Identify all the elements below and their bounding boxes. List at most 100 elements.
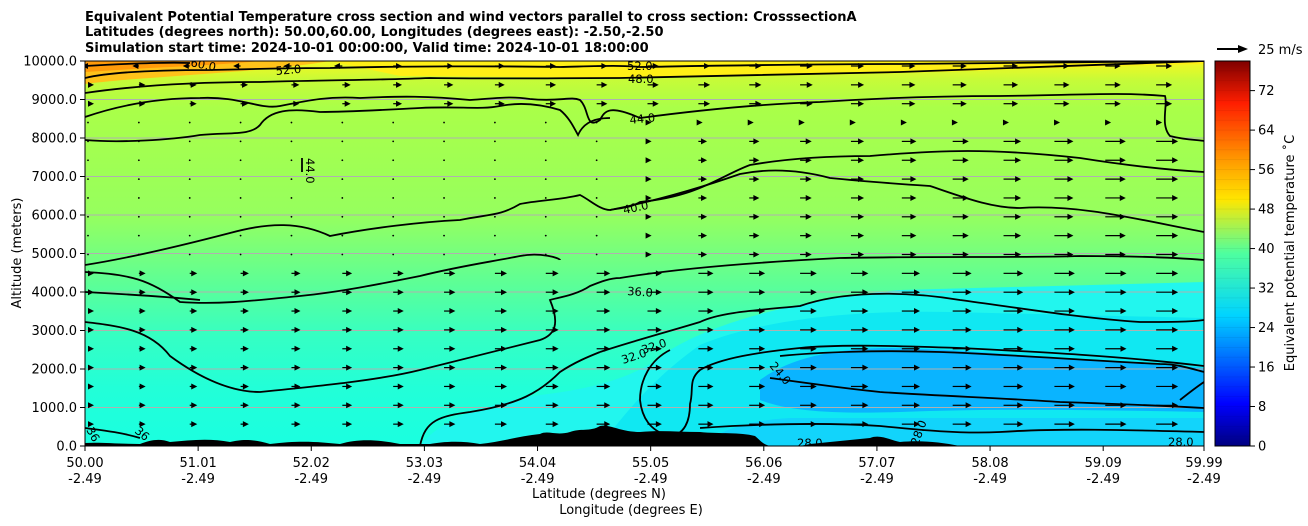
wind-vector-head — [1017, 326, 1024, 333]
wind-vector-dot — [188, 215, 191, 218]
wind-vector-head — [701, 157, 708, 164]
wind-vector-head — [753, 213, 760, 220]
wind-vector-head — [747, 119, 754, 126]
wind-vector-head — [962, 176, 969, 183]
wind-vector-head — [707, 421, 714, 428]
wind-vector-head — [1120, 308, 1127, 315]
wind-vector-head — [862, 345, 869, 352]
wind-vector-head — [858, 100, 865, 107]
wind-vector-head — [552, 270, 559, 277]
title-line-2: Latitudes (degrees north): 50.00,60.00, … — [85, 25, 664, 40]
wind-vector-head — [910, 194, 917, 201]
wind-vector-head — [294, 402, 301, 409]
terrain-2 — [800, 436, 960, 446]
wind-vector-head — [396, 81, 403, 88]
colorbar-tick-label: 64 — [1258, 124, 1275, 139]
wind-vector-head — [1015, 213, 1022, 220]
wind-vector-dot — [290, 234, 293, 237]
wind-vector-head — [810, 308, 817, 315]
wind-vector-head — [707, 270, 714, 277]
wind-vector-head — [1012, 100, 1019, 107]
wind-vector-head — [1068, 289, 1075, 296]
wind-vector-head — [1172, 326, 1179, 333]
x-tick-label-lat: 55.05 — [632, 456, 669, 471]
wind-vector-head — [1067, 213, 1074, 220]
wind-vector-head — [655, 383, 662, 390]
wind-vector-head — [191, 364, 198, 371]
x-tick-label-lon: -2.49 — [860, 472, 894, 487]
wind-vector-head — [1105, 119, 1112, 126]
contour-label-28-a: 28.0 — [797, 436, 823, 450]
contour-40b — [609, 169, 1204, 233]
wind-vector-dot — [443, 159, 445, 162]
wind-vector-head — [1120, 364, 1127, 371]
wind-vector-head — [707, 326, 714, 333]
wind-vector-head — [498, 81, 505, 88]
wind-vector-head — [652, 100, 659, 107]
wind-vector-head — [604, 364, 611, 371]
wind-vector-dot — [392, 215, 395, 218]
wind-vector-head — [910, 213, 917, 220]
wind-vector-head — [704, 81, 711, 88]
wind-vector-dot — [87, 234, 89, 237]
x-tick-label-lat: 52.02 — [293, 456, 330, 471]
wind-vector-head — [344, 100, 351, 107]
wind-vector-head — [294, 364, 301, 371]
wind-vector-head — [965, 383, 972, 390]
wind-vector-head — [655, 364, 662, 371]
wind-vector-dot — [239, 140, 242, 143]
colorbar-tick-label: 32 — [1258, 282, 1275, 297]
wind-vector-head — [397, 383, 404, 390]
wind-vector-dot — [494, 159, 496, 162]
wind-vector-head — [293, 81, 300, 88]
wind-vector-head — [1172, 251, 1179, 258]
wind-vector-head — [397, 364, 404, 371]
wind-vector-dot — [494, 140, 496, 143]
wind-vector-dot — [392, 197, 395, 199]
wind-vector-head — [806, 81, 813, 88]
wind-vector-head — [652, 81, 659, 88]
contour-44 — [85, 93, 1204, 142]
wind-vector-head — [696, 119, 703, 126]
wind-vector-head — [645, 213, 652, 220]
y-tick-label: 2000.0 — [32, 363, 78, 378]
wind-vector-dot — [87, 159, 89, 162]
wind-vector-dot — [239, 197, 242, 199]
wind-vector-head — [88, 402, 94, 409]
wind-vector-dot — [544, 140, 547, 143]
wind-vector-head — [1017, 270, 1024, 277]
wind-vector-dot — [341, 121, 344, 124]
wind-vector-head — [139, 345, 146, 352]
wind-vector-head — [346, 270, 353, 277]
wind-vector-head — [1068, 364, 1075, 371]
wind-vector-head — [604, 270, 611, 277]
wind-vector-head — [449, 270, 456, 277]
wind-vector-head — [88, 308, 94, 315]
terrain-1 — [85, 425, 770, 446]
wind-vector-head — [1172, 176, 1179, 183]
wind-vector-dot — [392, 121, 395, 124]
wind-vector-head — [914, 270, 921, 277]
wind-vector-head — [909, 81, 916, 88]
wind-vector-dot — [544, 197, 547, 199]
wind-vector-head — [914, 326, 921, 333]
colorbar-ticks: 0 8 16 24 32 40 48 56 64 72 — [1250, 84, 1275, 455]
y-axis-label: Altitude (meters) — [10, 198, 25, 309]
wind-vector-head — [88, 364, 94, 371]
wind-vector-head — [645, 157, 652, 164]
wind-vector-head — [755, 81, 762, 88]
wind-vector-head — [1119, 232, 1126, 239]
wind-vector-head — [88, 345, 94, 352]
wind-vector-head — [1172, 289, 1179, 296]
x-tick-label-lat: 54.04 — [519, 456, 556, 471]
contour-label-52-right: 52.0 — [627, 59, 653, 73]
wind-vector-head — [805, 194, 812, 201]
wind-vector-head — [1120, 270, 1127, 277]
wind-vector-head — [753, 251, 760, 258]
wind-vector-head — [88, 326, 94, 333]
x-tick-label-lat: 56.06 — [745, 456, 782, 471]
y-tick-label: 1000.0 — [32, 401, 78, 416]
wind-vector-dot — [443, 178, 445, 181]
y-tick-label: 10000.0 — [23, 55, 77, 70]
